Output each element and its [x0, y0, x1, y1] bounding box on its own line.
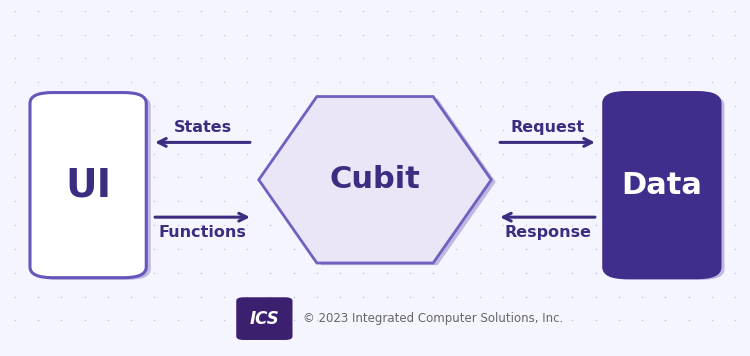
Text: Functions: Functions	[158, 225, 247, 240]
FancyBboxPatch shape	[604, 93, 720, 278]
Text: © 2023 Integrated Computer Solutions, Inc.: © 2023 Integrated Computer Solutions, In…	[303, 312, 563, 325]
Polygon shape	[263, 99, 496, 265]
Text: Response: Response	[504, 225, 591, 240]
Text: UI: UI	[65, 166, 111, 204]
FancyBboxPatch shape	[30, 93, 146, 278]
Text: States: States	[173, 120, 232, 135]
Text: Data: Data	[622, 171, 702, 200]
FancyBboxPatch shape	[608, 95, 724, 280]
Polygon shape	[259, 96, 491, 263]
FancyBboxPatch shape	[236, 297, 292, 340]
Text: Request: Request	[511, 120, 584, 135]
FancyBboxPatch shape	[34, 95, 151, 280]
Text: Cubit: Cubit	[329, 165, 421, 194]
Text: ICS: ICS	[250, 310, 279, 328]
